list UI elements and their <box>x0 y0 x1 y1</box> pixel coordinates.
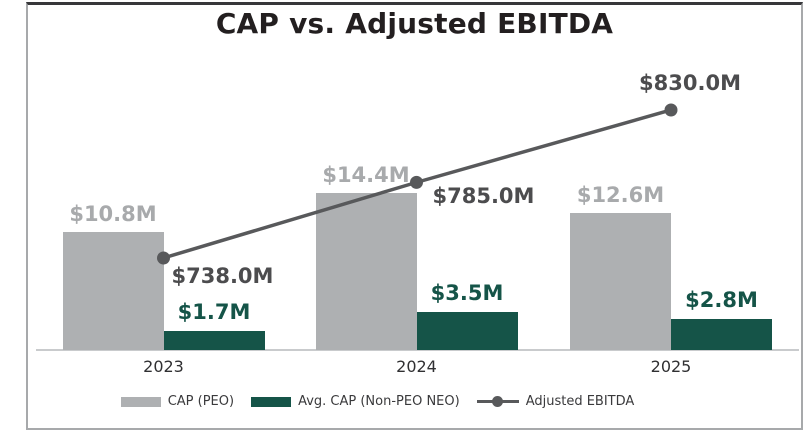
x-axis-line <box>36 349 799 351</box>
legend-line-dot-icon <box>476 396 519 407</box>
bar-label-avg-cap-non-peo-neo-2023: $1.7M <box>177 300 251 325</box>
bar-label-avg-cap-non-peo-neo-2024: $3.5M <box>430 280 504 305</box>
bar-label-cap-peo-2023: $10.8M <box>69 202 157 227</box>
bar-cap-peo-2025 <box>570 212 671 350</box>
ebitda-label-2024: $785.0M <box>432 184 535 209</box>
bar-avg-cap-non-peo-neo-2023 <box>163 331 265 350</box>
bar-cap-peo-2023 <box>62 232 164 350</box>
legend-label-cap-peo: CAP (PEO) <box>167 394 235 409</box>
legend-line-marker <box>491 396 503 407</box>
legend-label-adjusted-ebitda: Adjusted EBITDA <box>525 394 635 409</box>
ebitda-marker-2024 <box>410 175 423 189</box>
bar-label-avg-cap-non-peo-neo-2025: $2.8M <box>685 288 758 313</box>
legend: CAP (PEO) Avg. CAP (Non-PEO NEO) Adjusted … <box>0 395 765 408</box>
chart-title: CAP vs. Adjusted EBITDA <box>215 7 614 40</box>
bar-avg-cap-non-peo-neo-2024 <box>416 311 518 350</box>
ebitda-marker-2025 <box>664 103 678 117</box>
legend-item-adjusted-ebitda: Adjusted EBITDA <box>476 394 635 409</box>
x-axis-label-2025: 2025 <box>650 357 692 376</box>
bar-label-cap-peo-2025: $12.6M <box>576 182 665 207</box>
legend-item-cap-peo: CAP (PEO) <box>120 394 235 409</box>
bar-cap-peo-2024 <box>315 193 417 350</box>
legend-swatch-avg-cap-non-peo-neo-icon <box>251 396 292 407</box>
x-axis-label-2024: 2024 <box>396 357 437 376</box>
legend-item-avg-cap-non-peo-neo: Avg. CAP (Non-PEO NEO) <box>251 395 460 408</box>
legend-label-avg-cap-non-peo-neo: Avg. CAP (Non-PEO NEO) <box>298 394 460 409</box>
legend-swatch-cap-peo-icon <box>120 396 161 407</box>
ebitda-label-2025: $830.0M <box>639 70 741 95</box>
ebitda-label-2023: $738.0M <box>171 263 274 288</box>
bar-avg-cap-non-peo-neo-2025 <box>671 319 772 350</box>
x-axis-label-2023: 2023 <box>143 357 184 376</box>
bar-label-cap-peo-2024: $14.4M <box>322 163 410 188</box>
